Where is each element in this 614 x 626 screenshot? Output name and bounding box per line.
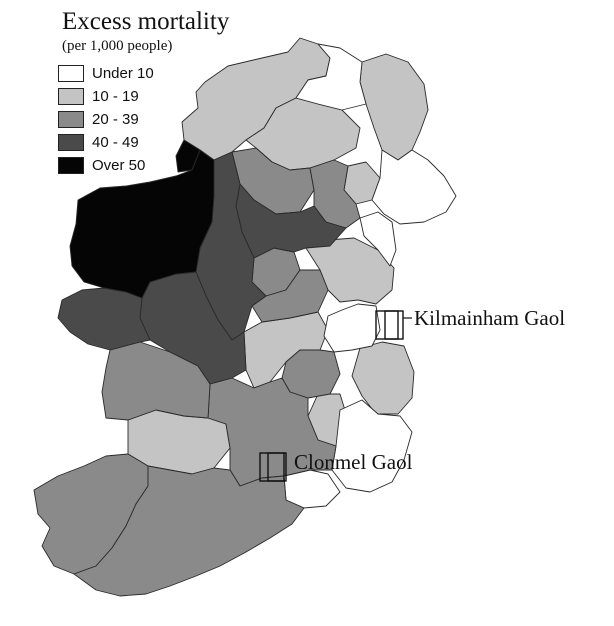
legend-label: 20 - 39 xyxy=(92,111,139,128)
legend-item-over-50: Over 50 xyxy=(58,154,154,177)
county-waterford xyxy=(283,469,341,509)
county-kildare xyxy=(323,303,381,353)
county-mayo xyxy=(69,149,215,299)
legend-item-under-10: Under 10 xyxy=(58,62,154,85)
county-louth xyxy=(359,211,397,267)
counties-under-10 xyxy=(283,43,457,509)
legend: Under 10 10 - 19 20 - 39 40 - 49 Over 50 xyxy=(58,62,154,177)
legend-title: Excess mortality xyxy=(62,8,230,35)
county-connemara xyxy=(57,287,151,351)
counties-10-19 xyxy=(127,37,429,475)
county-monaghan xyxy=(309,159,361,229)
county-sligo xyxy=(175,139,201,173)
legend-item-40-49: 40 - 49 xyxy=(58,131,154,154)
legend-item-20-39: 20 - 39 xyxy=(58,108,154,131)
county-antrim xyxy=(359,53,429,161)
legend-swatch xyxy=(58,111,84,128)
legend-label: 10 - 19 xyxy=(92,88,139,105)
legend-label: 40 - 49 xyxy=(92,134,139,151)
county-tipperary xyxy=(207,377,337,487)
legend-label: Over 50 xyxy=(92,157,146,174)
county-cork xyxy=(73,465,305,597)
county-wexford xyxy=(331,399,413,493)
county-westmeath xyxy=(251,269,329,323)
legend-swatch xyxy=(58,157,84,174)
counties-40-49 xyxy=(57,151,347,385)
kilmainham-gaol-label: Kilmainham Gaol xyxy=(414,306,566,330)
counties-20-39 xyxy=(33,147,361,597)
clonmel-gaol-label: Clonmel Gaol xyxy=(294,450,413,474)
legend-item-10-19: 10 - 19 xyxy=(58,85,154,108)
legend-subtitle: (per 1,000 people) xyxy=(62,38,173,54)
kilmainham-gaol-marker-inner xyxy=(384,310,404,340)
county-derry xyxy=(295,43,367,111)
legend-label: Under 10 xyxy=(92,65,154,82)
legend-swatch xyxy=(58,88,84,105)
counties-over-50 xyxy=(69,139,215,299)
legend-swatch xyxy=(58,134,84,151)
legend-swatch xyxy=(58,65,84,82)
clonmel-gaol-marker-inner xyxy=(267,452,287,482)
county-down xyxy=(371,149,457,225)
county-wicklow xyxy=(351,341,415,415)
